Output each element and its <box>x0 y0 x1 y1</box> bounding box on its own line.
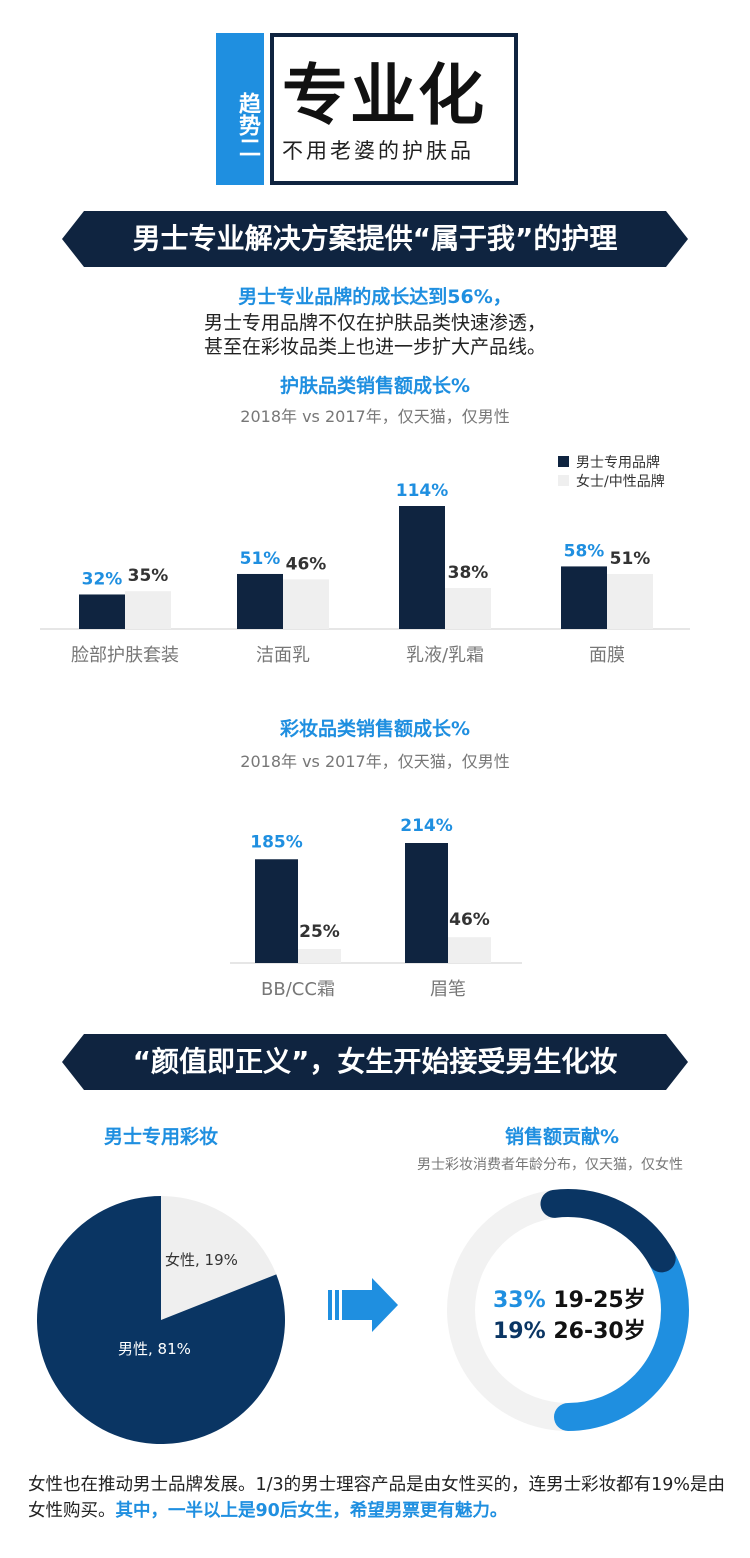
intro-line3: 甚至在彩妆品类上也进一步扩大产品线。 <box>203 336 546 358</box>
chart1-bar-male <box>561 566 607 629</box>
legend-label-male: 男士专用品牌 <box>576 454 660 471</box>
chart1-category: 洁面乳 <box>256 645 310 666</box>
chart2-label-female: 46% <box>449 910 490 930</box>
donut-label-2: 19% 26-30岁 <box>493 1313 646 1345</box>
donut-label-1: 33% 19-25岁 <box>493 1282 646 1314</box>
chart1-label-female: 35% <box>128 566 169 586</box>
page-title: 专业化 <box>282 57 486 134</box>
chart2-bar-male <box>405 843 448 963</box>
section2-banner: “颜值即正义”，女生开始接受男生化妆 <box>62 1034 688 1090</box>
legend-swatch-female <box>558 475 569 486</box>
chart2-label-male: 185% <box>250 832 303 852</box>
section1-banner: 男士专业解决方案提供“属于我”的护理 <box>62 211 688 267</box>
donut-age-2: 26-30岁 <box>553 1319 646 1344</box>
chart1-bar-female <box>283 579 329 629</box>
chart1-title: 护肤品类销售额成长% <box>279 375 471 397</box>
chart2-svg: 185% 25% BB/CC霜 214% 46% 眉笔 <box>230 816 522 1000</box>
chart1-bar-male <box>399 506 445 629</box>
chart1-bar-male <box>79 594 125 629</box>
chart2-category: 眉笔 <box>430 979 466 1000</box>
legend-label-female: 女士/中性品牌 <box>576 473 665 490</box>
chart2-label-female: 25% <box>299 922 340 942</box>
chart1-label-male: 51% <box>240 549 281 569</box>
pie-slice <box>37 1196 285 1444</box>
arrow-icon <box>328 1278 398 1332</box>
chart1-bar-female <box>125 591 171 629</box>
donut-pct-2: 19% <box>493 1319 546 1344</box>
donut-age-1: 19-25岁 <box>553 1288 646 1313</box>
chart1-category: 乳液/乳霜 <box>406 645 484 666</box>
chart2-title: 彩妆品类销售额成长% <box>279 718 471 740</box>
chart1-label-male: 114% <box>396 481 449 501</box>
chart1-label-female: 51% <box>610 549 651 569</box>
footer-text: 女性也在推动男士品牌发展。1/3的男士理容产品是由女性买的，连男士彩妆都有19%… <box>28 1472 728 1524</box>
donut-subtitle: 男士彩妆消费者年龄分布，仅天猫，仅女性 <box>417 1157 683 1173</box>
chart1-label-female: 38% <box>448 563 489 583</box>
donut-segment <box>447 1189 689 1431</box>
donut-title: 销售额贡献% <box>505 1126 620 1148</box>
chart2-subtitle: 2018年 vs 2017年，仅天猫，仅男性 <box>240 752 510 771</box>
donut-pct-1: 33% <box>493 1288 546 1313</box>
chart2-bar-female <box>448 937 491 963</box>
pies-svg: 女性, 19% 男性, 81% <box>37 1189 689 1444</box>
pie-title: 男士专用彩妆 <box>104 1126 219 1148</box>
chart1-bar-female <box>607 573 653 629</box>
footer-part1: 女性也在推动男士品牌发展。1/3的男士理容产品是由女性买的，连男士彩妆都有19%… <box>28 1475 726 1521</box>
donut-segment <box>447 1189 689 1431</box>
page-subtitle: 不用老婆的护肤品 <box>282 139 474 163</box>
chart1-bar-female <box>445 588 491 629</box>
chart2-bar-female <box>298 948 341 963</box>
chart1-label-female: 46% <box>286 554 327 574</box>
chart2-label-male: 214% <box>400 816 453 836</box>
pie-label-female: 女性, 19% <box>165 1251 238 1269</box>
chart2-category: BB/CC霜 <box>261 979 335 1000</box>
chart2-bar-male <box>255 859 298 963</box>
intro-line2: 男士专用品牌不仅在护肤品类快速渗透， <box>203 312 546 334</box>
intro-highlight: 男士专业品牌的成长达到56%， <box>238 286 512 308</box>
chart1-label-male: 58% <box>564 541 605 561</box>
chart1-subtitle: 2018年 vs 2017年，仅天猫，仅男性 <box>240 407 510 426</box>
legend-swatch-male <box>558 456 569 467</box>
footer-part2: 其中，一半以上是90后女生，希望男票更有魅力。 <box>115 1501 508 1521</box>
trend-tag: 趋势二 <box>216 33 264 185</box>
chart1-bar-male <box>237 573 283 629</box>
pie-label-male: 男性, 81% <box>118 1340 191 1358</box>
header-frame <box>270 33 518 185</box>
chart1-category: 面膜 <box>589 645 625 666</box>
chart1-label-male: 32% <box>82 569 123 589</box>
chart1-category: 脸部护肤套装 <box>71 645 179 666</box>
pie-slice <box>161 1196 277 1320</box>
